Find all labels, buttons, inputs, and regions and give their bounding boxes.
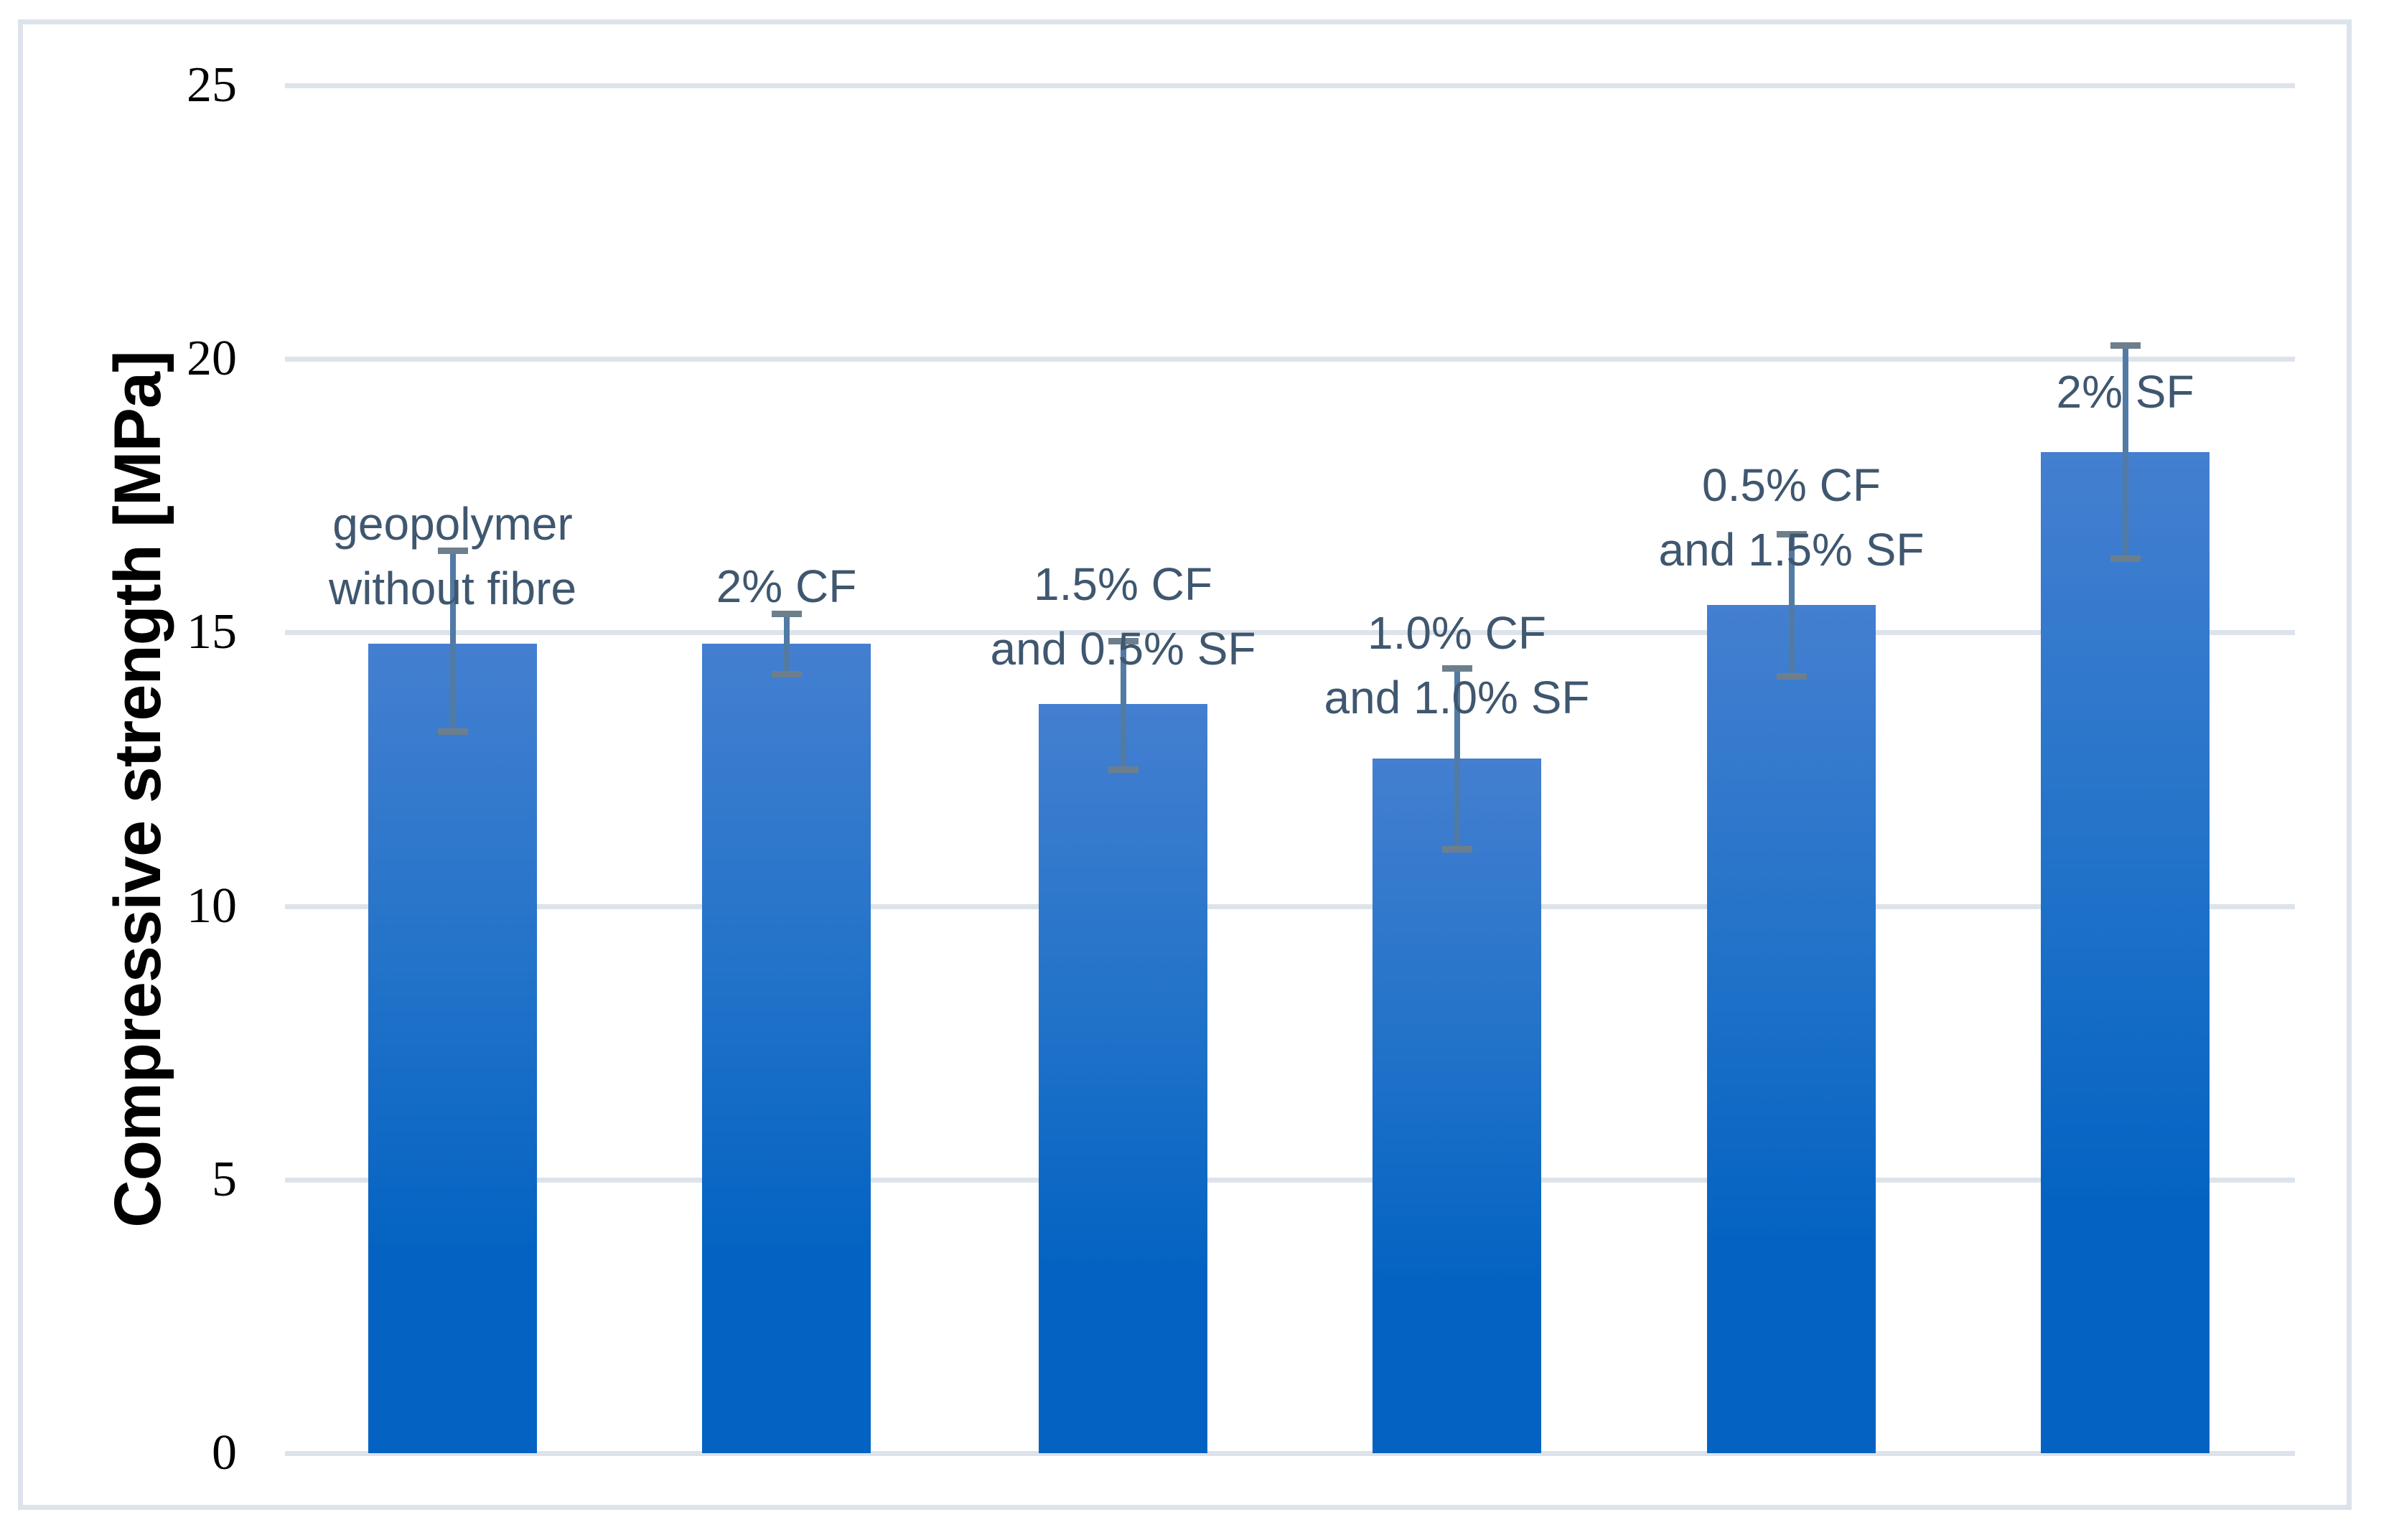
category-label: 1.0% CF and 1.0% SF	[1324, 607, 1590, 724]
error-bar-line	[2122, 345, 2128, 559]
y-tick-label: 0	[212, 1425, 237, 1480]
error-bar-cap	[1441, 665, 1472, 672]
error-bar-cap	[1108, 766, 1138, 773]
error-bar-cap	[1108, 637, 1138, 644]
error-bar-cap	[437, 548, 468, 555]
y-tick-label: 15	[187, 604, 237, 660]
error-bar-cap	[1776, 531, 1807, 538]
bar	[702, 643, 871, 1453]
gridline	[285, 1451, 2295, 1456]
gridline	[285, 903, 2295, 909]
error-bar-line	[449, 550, 456, 731]
error-bar-line	[1454, 667, 1460, 849]
bar	[2041, 451, 2210, 1453]
error-bar-line	[783, 613, 790, 674]
error-bar-cap	[771, 610, 802, 617]
gridline	[285, 630, 2295, 636]
bar	[1373, 758, 1541, 1453]
bar	[368, 643, 537, 1453]
y-tick-label: 25	[187, 57, 237, 113]
gridline	[285, 357, 2295, 362]
error-bar-cap	[1776, 673, 1807, 680]
category-label: 1.5% CF and 0.5% SF	[990, 558, 1256, 675]
error-bar-cap	[2110, 342, 2141, 349]
category-label: 0.5% CF and 1.5% SF	[1658, 459, 1925, 576]
category-label: 2% CF	[716, 560, 857, 612]
bar	[1039, 703, 1207, 1453]
bar	[1707, 605, 1876, 1453]
gridline	[285, 1177, 2295, 1183]
error-bar-line	[1120, 640, 1126, 769]
y-tick-label: 10	[187, 878, 237, 934]
category-label: 2% SF	[2056, 365, 2194, 418]
y-tick-label: 5	[212, 1151, 237, 1207]
error-bar-cap	[437, 728, 468, 735]
y-tick-label: 20	[187, 331, 237, 387]
category-label: geopolymer without fibre	[328, 497, 577, 614]
gridline	[285, 83, 2295, 88]
y-axis-title: Compressive strength [MPa]	[101, 351, 174, 1228]
error-bar-cap	[1441, 845, 1472, 853]
error-bar-cap	[2110, 555, 2141, 563]
error-bar-cap	[771, 670, 802, 677]
error-bar-line	[1788, 534, 1795, 677]
